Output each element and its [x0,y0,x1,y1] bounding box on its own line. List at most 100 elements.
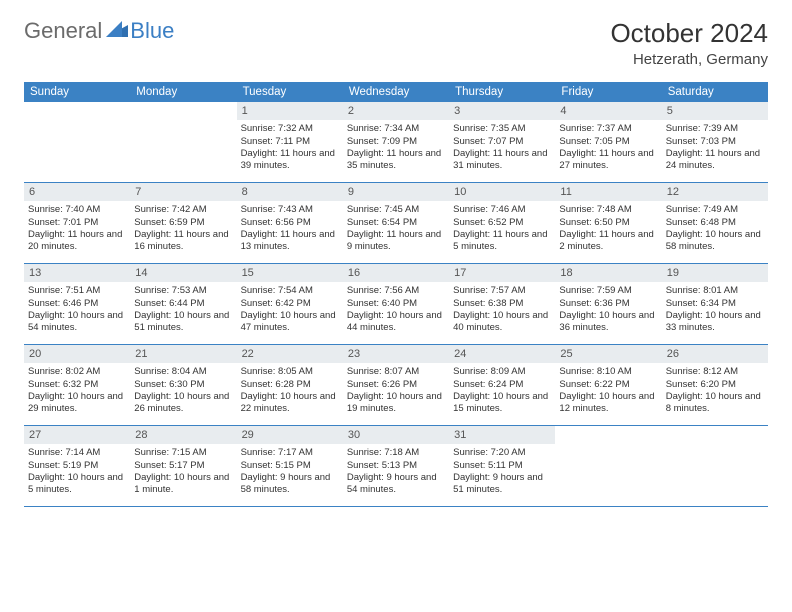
sunrise-text: Sunrise: 8:01 AM [666,285,764,297]
day-number: 11 [555,183,661,201]
daylight-text: Daylight: 10 hours and 58 minutes. [666,229,764,254]
sunset-text: Sunset: 6:26 PM [347,379,445,391]
sunrise-text: Sunrise: 7:59 AM [559,285,657,297]
page: General Blue October 2024 Hetzerath, Ger… [0,0,792,525]
day-header-cell: Thursday [449,82,555,102]
day-body: Sunrise: 7:43 AMSunset: 6:56 PMDaylight:… [237,201,343,258]
day-cell: 5Sunrise: 7:39 AMSunset: 7:03 PMDaylight… [662,102,768,182]
logo-triangle-icon [106,21,128,37]
day-body: Sunrise: 7:20 AMSunset: 5:11 PMDaylight:… [449,444,555,501]
logo-text-gray: General [24,18,102,44]
daylight-text: Daylight: 10 hours and 1 minute. [134,472,232,497]
daylight-text: Daylight: 11 hours and 35 minutes. [347,148,445,173]
day-body: Sunrise: 7:42 AMSunset: 6:59 PMDaylight:… [130,201,236,258]
day-cell [24,102,130,182]
day-number: 20 [24,345,130,363]
sunrise-text: Sunrise: 7:46 AM [453,204,551,216]
sunrise-text: Sunrise: 7:37 AM [559,123,657,135]
day-header-cell: Friday [555,82,661,102]
sunset-text: Sunset: 6:44 PM [134,298,232,310]
daylight-text: Daylight: 9 hours and 58 minutes. [241,472,339,497]
sunrise-text: Sunrise: 7:51 AM [28,285,126,297]
sunrise-text: Sunrise: 7:18 AM [347,447,445,459]
day-number: 28 [130,426,236,444]
sunset-text: Sunset: 6:32 PM [28,379,126,391]
sunset-text: Sunset: 5:17 PM [134,460,232,472]
day-number: 27 [24,426,130,444]
day-header-cell: Tuesday [237,82,343,102]
day-cell: 29Sunrise: 7:17 AMSunset: 5:15 PMDayligh… [237,426,343,506]
daylight-text: Daylight: 10 hours and 19 minutes. [347,391,445,416]
day-cell: 20Sunrise: 8:02 AMSunset: 6:32 PMDayligh… [24,345,130,425]
sunset-text: Sunset: 6:24 PM [453,379,551,391]
sunrise-text: Sunrise: 8:07 AM [347,366,445,378]
day-cell: 19Sunrise: 8:01 AMSunset: 6:34 PMDayligh… [662,264,768,344]
sunrise-text: Sunrise: 7:49 AM [666,204,764,216]
sunrise-text: Sunrise: 7:54 AM [241,285,339,297]
daylight-text: Daylight: 10 hours and 36 minutes. [559,310,657,335]
sunrise-text: Sunrise: 8:05 AM [241,366,339,378]
sunrise-text: Sunrise: 7:56 AM [347,285,445,297]
sunset-text: Sunset: 7:07 PM [453,136,551,148]
week-row: 6Sunrise: 7:40 AMSunset: 7:01 PMDaylight… [24,183,768,264]
week-row: 20Sunrise: 8:02 AMSunset: 6:32 PMDayligh… [24,345,768,426]
day-body: Sunrise: 7:59 AMSunset: 6:36 PMDaylight:… [555,282,661,339]
daylight-text: Daylight: 10 hours and 22 minutes. [241,391,339,416]
sunset-text: Sunset: 6:56 PM [241,217,339,229]
sunset-text: Sunset: 6:46 PM [28,298,126,310]
day-header-cell: Wednesday [343,82,449,102]
day-header-cell: Saturday [662,82,768,102]
day-cell: 26Sunrise: 8:12 AMSunset: 6:20 PMDayligh… [662,345,768,425]
sunset-text: Sunset: 6:28 PM [241,379,339,391]
day-body: Sunrise: 7:49 AMSunset: 6:48 PMDaylight:… [662,201,768,258]
day-number: 8 [237,183,343,201]
day-cell: 25Sunrise: 8:10 AMSunset: 6:22 PMDayligh… [555,345,661,425]
title-block: October 2024 Hetzerath, Germany [610,18,768,68]
sunrise-text: Sunrise: 7:42 AM [134,204,232,216]
sunset-text: Sunset: 6:48 PM [666,217,764,229]
sunset-text: Sunset: 5:15 PM [241,460,339,472]
sunrise-text: Sunrise: 7:43 AM [241,204,339,216]
daylight-text: Daylight: 10 hours and 40 minutes. [453,310,551,335]
sunset-text: Sunset: 6:30 PM [134,379,232,391]
daylight-text: Daylight: 11 hours and 9 minutes. [347,229,445,254]
week-row: 27Sunrise: 7:14 AMSunset: 5:19 PMDayligh… [24,426,768,507]
day-cell [662,426,768,506]
day-body: Sunrise: 7:39 AMSunset: 7:03 PMDaylight:… [662,120,768,177]
day-cell: 21Sunrise: 8:04 AMSunset: 6:30 PMDayligh… [130,345,236,425]
sunrise-text: Sunrise: 7:35 AM [453,123,551,135]
day-header-row: Sunday Monday Tuesday Wednesday Thursday… [24,82,768,102]
sunrise-text: Sunrise: 8:12 AM [666,366,764,378]
day-cell: 7Sunrise: 7:42 AMSunset: 6:59 PMDaylight… [130,183,236,263]
sunset-text: Sunset: 7:03 PM [666,136,764,148]
day-body: Sunrise: 7:54 AMSunset: 6:42 PMDaylight:… [237,282,343,339]
sunrise-text: Sunrise: 7:15 AM [134,447,232,459]
month-title: October 2024 [610,18,768,49]
day-cell: 1Sunrise: 7:32 AMSunset: 7:11 PMDaylight… [237,102,343,182]
sunset-text: Sunset: 5:19 PM [28,460,126,472]
day-number: 26 [662,345,768,363]
day-number: 14 [130,264,236,282]
day-cell: 13Sunrise: 7:51 AMSunset: 6:46 PMDayligh… [24,264,130,344]
day-number: 4 [555,102,661,120]
day-number: 2 [343,102,449,120]
day-number: 12 [662,183,768,201]
daylight-text: Daylight: 11 hours and 20 minutes. [28,229,126,254]
day-body: Sunrise: 7:51 AMSunset: 6:46 PMDaylight:… [24,282,130,339]
sunset-text: Sunset: 5:13 PM [347,460,445,472]
day-body: Sunrise: 7:17 AMSunset: 5:15 PMDaylight:… [237,444,343,501]
day-body: Sunrise: 7:15 AMSunset: 5:17 PMDaylight:… [130,444,236,501]
day-body: Sunrise: 8:12 AMSunset: 6:20 PMDaylight:… [662,363,768,420]
day-cell: 16Sunrise: 7:56 AMSunset: 6:40 PMDayligh… [343,264,449,344]
sunrise-text: Sunrise: 7:53 AM [134,285,232,297]
daylight-text: Daylight: 10 hours and 54 minutes. [28,310,126,335]
day-number: 21 [130,345,236,363]
daylight-text: Daylight: 11 hours and 5 minutes. [453,229,551,254]
sunrise-text: Sunrise: 7:32 AM [241,123,339,135]
day-cell: 27Sunrise: 7:14 AMSunset: 5:19 PMDayligh… [24,426,130,506]
day-number: 19 [662,264,768,282]
sunset-text: Sunset: 7:01 PM [28,217,126,229]
logo-text-blue: Blue [130,18,174,44]
header: General Blue October 2024 Hetzerath, Ger… [24,18,768,68]
day-number: 16 [343,264,449,282]
